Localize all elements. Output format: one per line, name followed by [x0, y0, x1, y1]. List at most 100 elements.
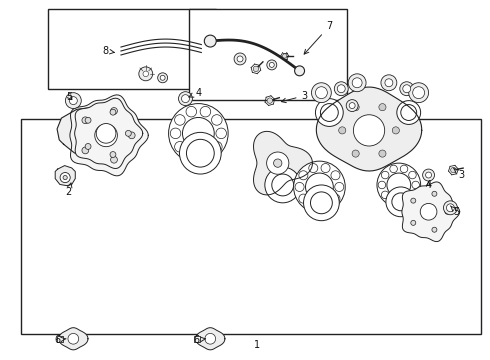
Circle shape	[321, 163, 330, 172]
Circle shape	[432, 227, 437, 232]
Circle shape	[63, 175, 67, 180]
Circle shape	[267, 60, 277, 70]
Circle shape	[379, 104, 386, 111]
Circle shape	[200, 150, 211, 160]
Circle shape	[411, 198, 416, 203]
Text: 2: 2	[65, 183, 72, 197]
Circle shape	[392, 127, 399, 134]
Circle shape	[392, 193, 410, 211]
Circle shape	[186, 106, 196, 117]
Polygon shape	[57, 107, 118, 157]
Circle shape	[381, 171, 389, 179]
Text: 3: 3	[281, 91, 308, 103]
Circle shape	[409, 191, 416, 199]
Text: 6: 6	[54, 335, 66, 345]
Circle shape	[411, 220, 416, 225]
Circle shape	[181, 95, 190, 103]
Circle shape	[160, 75, 165, 80]
Circle shape	[337, 85, 345, 93]
Text: 5: 5	[66, 92, 73, 102]
Circle shape	[335, 183, 344, 192]
Circle shape	[111, 108, 118, 114]
Circle shape	[377, 163, 420, 207]
Text: 4: 4	[425, 180, 432, 190]
Circle shape	[205, 333, 216, 344]
Circle shape	[309, 201, 318, 210]
Circle shape	[295, 183, 304, 192]
Polygon shape	[59, 328, 88, 350]
Circle shape	[110, 152, 116, 157]
Circle shape	[334, 82, 348, 96]
Text: 1: 1	[254, 340, 260, 350]
Circle shape	[346, 100, 358, 112]
Circle shape	[179, 132, 221, 174]
Circle shape	[409, 171, 416, 179]
Circle shape	[125, 130, 131, 136]
Bar	[48, 9, 216, 89]
Circle shape	[311, 192, 332, 214]
Circle shape	[158, 73, 168, 83]
Circle shape	[178, 92, 193, 105]
Circle shape	[386, 187, 416, 217]
Circle shape	[169, 104, 228, 163]
Circle shape	[401, 105, 416, 121]
Circle shape	[272, 174, 294, 196]
Circle shape	[381, 191, 389, 199]
Circle shape	[451, 167, 456, 173]
Circle shape	[413, 87, 425, 99]
Circle shape	[95, 124, 118, 147]
Circle shape	[352, 150, 359, 157]
Circle shape	[352, 78, 362, 88]
Circle shape	[381, 75, 397, 91]
Circle shape	[170, 128, 181, 139]
Circle shape	[82, 147, 89, 154]
Circle shape	[294, 66, 305, 76]
Circle shape	[234, 53, 246, 65]
Circle shape	[96, 123, 116, 143]
Circle shape	[294, 161, 345, 213]
Circle shape	[352, 104, 359, 111]
Bar	[22, 119, 481, 334]
Circle shape	[174, 115, 185, 125]
Circle shape	[420, 203, 437, 220]
Polygon shape	[74, 98, 143, 168]
Circle shape	[283, 54, 287, 58]
Circle shape	[349, 103, 355, 109]
Circle shape	[353, 115, 385, 146]
Circle shape	[299, 194, 308, 203]
Circle shape	[212, 141, 222, 152]
Circle shape	[426, 172, 432, 178]
Circle shape	[216, 128, 226, 139]
Bar	[189, 9, 347, 100]
Circle shape	[409, 83, 429, 103]
Circle shape	[397, 100, 420, 125]
Circle shape	[390, 197, 397, 205]
Circle shape	[400, 82, 414, 96]
Circle shape	[267, 98, 272, 103]
Circle shape	[385, 79, 393, 87]
Circle shape	[331, 171, 340, 180]
Circle shape	[316, 87, 327, 99]
Circle shape	[312, 83, 331, 103]
Polygon shape	[402, 182, 460, 242]
Polygon shape	[196, 328, 225, 350]
Circle shape	[187, 139, 214, 167]
Circle shape	[387, 173, 411, 197]
Circle shape	[110, 109, 116, 115]
Circle shape	[267, 152, 289, 174]
Circle shape	[139, 67, 153, 81]
Polygon shape	[70, 95, 148, 176]
Polygon shape	[253, 131, 313, 195]
Circle shape	[174, 141, 185, 152]
Circle shape	[422, 169, 435, 181]
Circle shape	[299, 171, 308, 180]
Text: 8: 8	[102, 46, 114, 56]
Circle shape	[316, 99, 343, 126]
Circle shape	[403, 85, 411, 93]
Circle shape	[331, 194, 340, 203]
Circle shape	[306, 173, 333, 201]
Text: 5: 5	[450, 206, 460, 217]
Bar	[57, 336, 63, 342]
Circle shape	[85, 117, 91, 123]
Circle shape	[321, 201, 330, 210]
